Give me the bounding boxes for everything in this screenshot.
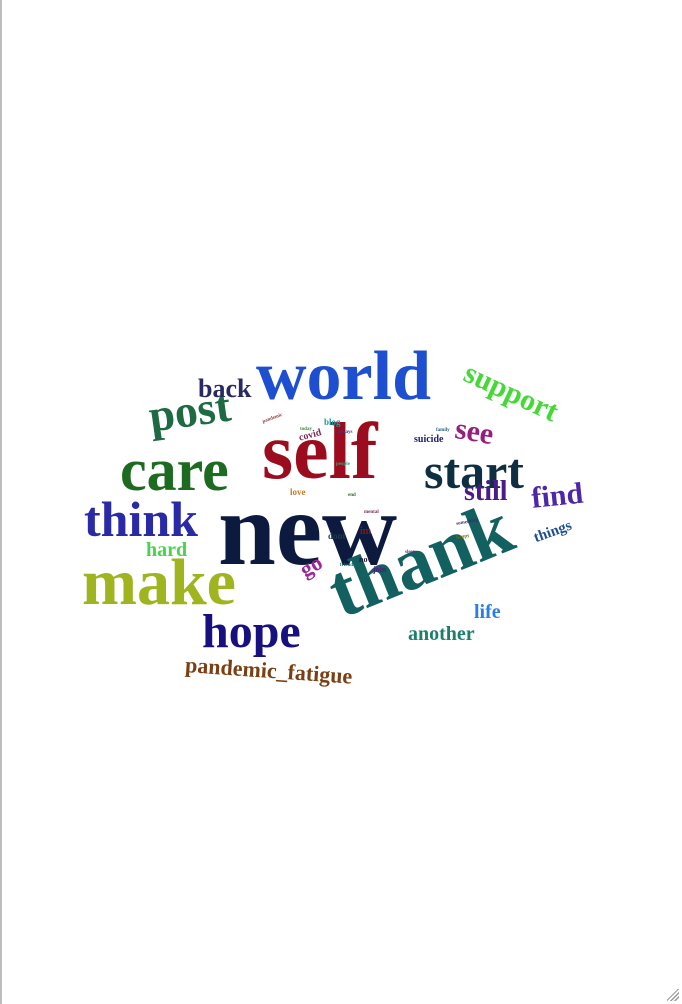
word-world: world	[256, 338, 431, 415]
word-pandemic-fatigue: pandemic_fatigue	[184, 652, 354, 689]
word-self: self	[262, 408, 378, 496]
resize-grip-icon[interactable]	[667, 989, 679, 1001]
word-another: another	[408, 623, 475, 645]
window-left-border	[0, 0, 2, 1004]
word-join: join	[373, 565, 387, 574]
word-still: still	[464, 476, 508, 507]
word-care: care	[120, 437, 229, 503]
word-hope: hope	[202, 605, 301, 658]
word-start: start	[424, 443, 524, 499]
word-im: im	[360, 526, 372, 537]
word-end: end	[348, 493, 356, 498]
word-make: make	[82, 546, 236, 619]
word-now: now	[359, 555, 374, 564]
word-today: today	[300, 427, 312, 432]
word-think: think	[84, 491, 198, 547]
word-mental: mental	[364, 510, 379, 515]
word-see: see	[452, 412, 497, 452]
word-back: back	[198, 374, 252, 403]
word-dont: dont	[328, 531, 346, 541]
word-love: love	[290, 487, 306, 497]
word-blog: blog	[324, 417, 341, 427]
word-people: people	[336, 462, 350, 467]
word-always: always	[338, 430, 353, 435]
word-find: find	[529, 476, 585, 515]
word-things: things	[531, 517, 574, 547]
word-family: family	[436, 428, 450, 433]
word-life: life	[474, 601, 501, 623]
word-sleep: sleep	[405, 550, 416, 555]
word-suicide: suicide	[414, 434, 444, 445]
word-friends: friends	[340, 563, 355, 568]
word-hard: hard	[146, 539, 188, 561]
word-new: new	[218, 472, 398, 587]
